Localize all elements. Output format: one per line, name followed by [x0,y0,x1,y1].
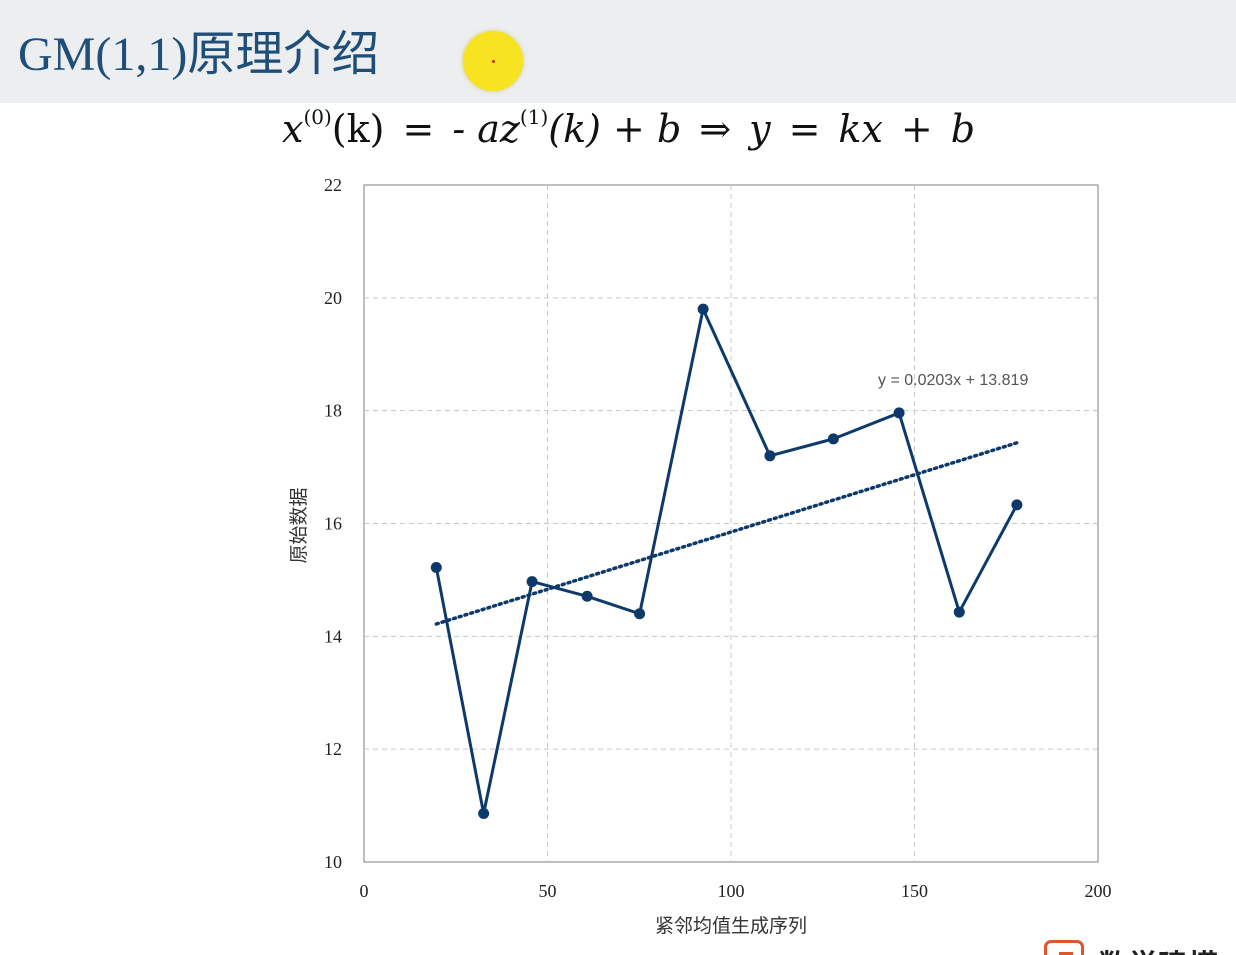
y-tick-label: 16 [324,514,342,534]
data-point [953,606,965,618]
y-tick-label: 18 [324,401,342,421]
formula-lhs-arg: (k) [331,107,385,151]
formula-kx: kx [838,107,883,151]
brand-logo: 数学建模 [1044,938,1236,955]
pointer-highlight-icon [463,31,523,91]
gm-formula: x(0)(k) = - az(1)(k) + b ⇒ y = kx + b [282,105,975,151]
y-tick-label: 20 [324,288,342,308]
data-point [478,807,490,819]
x-tick-label: 150 [901,881,928,901]
y-tick-label: 10 [324,852,342,872]
formula-plus: + [900,107,933,151]
formula-rhs1-sup: (1) [519,105,549,129]
trendline [434,441,1019,626]
slide-title-bar: GM(1,1)原理介绍 [0,0,1236,103]
data-point [697,303,709,315]
data-point [581,590,593,602]
formula-y: y [749,107,771,151]
x-tick-label: 0 [360,881,369,901]
brand-logo-icon [1044,940,1084,955]
formula-implies: ⇒ [699,107,732,151]
formula-eq1: = [402,107,435,151]
formula-rhs1-arg: (k) + b [548,107,682,151]
brand-logo-text: 数学建模 [1098,941,1218,955]
y-tick-label: 12 [324,739,342,759]
data-point [827,433,839,445]
data-point [430,562,442,574]
slide-title: GM(1,1)原理介绍 [18,28,380,81]
pointer-center [492,60,495,63]
y-tick-label: 22 [324,175,342,195]
data-point [1011,499,1023,511]
x-tick-label: 200 [1085,881,1112,901]
x-tick-label: 100 [718,881,745,901]
formula-lhs-sup: (0) [303,105,332,129]
data-point [764,450,776,462]
x-axis-label: 紧邻均值生成序列 [655,915,807,937]
formula-eq2: = [788,107,821,151]
y-tick-label: 14 [324,626,342,646]
y-axis-label: 原始数据 [288,487,310,563]
formula-lhs-var: x [282,107,304,151]
data-point [634,608,646,620]
formula-rhs1: - az [452,107,520,151]
x-tick-label: 50 [539,881,557,901]
data-point [526,576,538,588]
formula-b: b [950,107,976,151]
trendline-equation-label: y = 0.0203x + 13.819 [878,372,1028,389]
data-point [893,407,905,419]
